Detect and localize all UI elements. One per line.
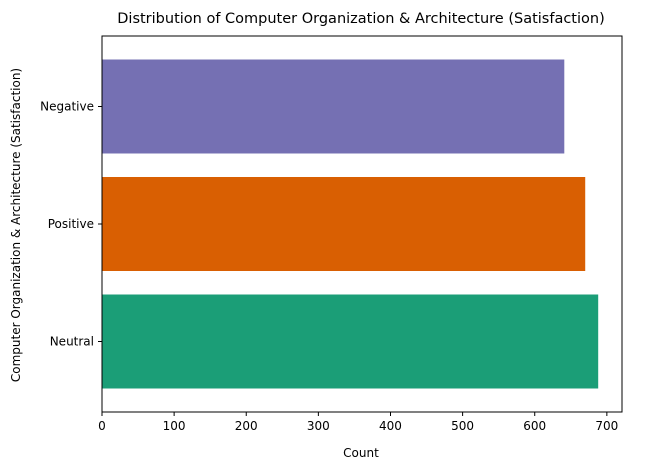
x-axis-label: Count	[343, 446, 379, 460]
y-tick-label: Positive	[48, 217, 94, 231]
x-tick-label: 600	[523, 419, 546, 433]
x-tick-label: 300	[307, 419, 330, 433]
x-tick-label: 400	[379, 419, 402, 433]
bars-group	[102, 59, 599, 389]
bar-neutral	[102, 294, 599, 389]
x-tick-label: 500	[451, 419, 474, 433]
x-tick-label: 200	[235, 419, 258, 433]
plot-frame	[101, 35, 623, 413]
y-axis-label: Computer Organization & Architecture (Sa…	[9, 68, 23, 382]
y-tick-label: Negative	[40, 100, 94, 114]
chart-title: Distribution of Computer Organization & …	[117, 11, 605, 27]
x-tick-label: 0	[98, 419, 106, 433]
bar-positive	[102, 177, 586, 271]
x-tick-label: 100	[163, 419, 186, 433]
y-axis-ticks: Neutral Positive Negative	[40, 100, 102, 349]
y-tick-label: Neutral	[50, 335, 94, 349]
x-axis-ticks: 0 100 200 300 400 500 600 700	[98, 412, 618, 433]
x-tick-label: 700	[595, 419, 618, 433]
bar-negative	[102, 59, 565, 154]
